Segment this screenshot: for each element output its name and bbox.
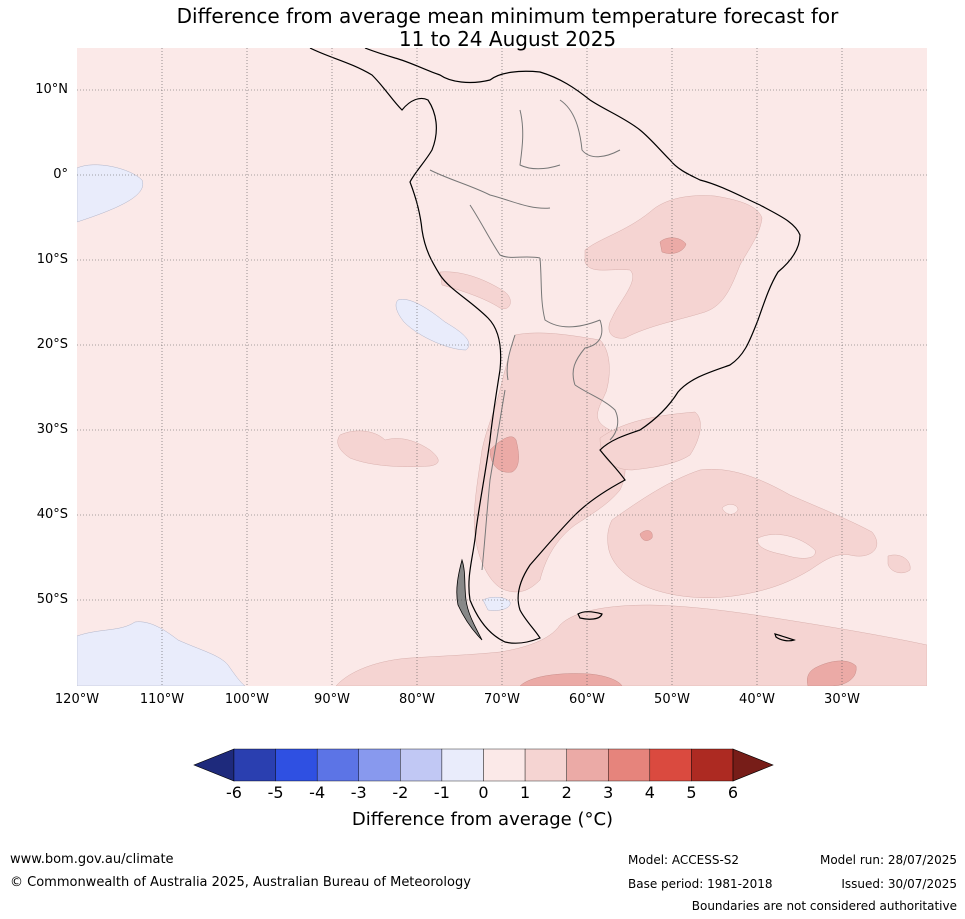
cool-region-equatorial-pacific (77, 164, 144, 223)
colorbar-extend-min (193, 748, 235, 782)
colorbar-bin (275, 748, 318, 782)
cool-region-south-pacific (77, 621, 246, 686)
base-period: Base period: 1981-2018 (628, 877, 773, 891)
colorbar-tick-label: 3 (603, 783, 614, 802)
lon-label: 40°W (739, 692, 775, 707)
south-america-coastline (309, 48, 801, 644)
colorbar-tick-label: -3 (350, 783, 367, 802)
map-title-line2: 11 to 24 August 2025 (398, 27, 617, 51)
lon-label: 80°W (399, 692, 435, 707)
colorbar (193, 748, 774, 782)
warm-region-brazil (584, 195, 763, 339)
graticule (77, 48, 927, 686)
colorbar-bin (441, 748, 484, 782)
colorbar-label: Difference from average (°C) (351, 809, 614, 830)
colorbar-bin (649, 748, 692, 782)
bom-url: www.bom.gov.au/climate (10, 852, 174, 867)
chile-archipelago (456, 558, 483, 641)
lon-label: 120°W (54, 692, 100, 707)
lon-label: 60°W (569, 692, 605, 707)
colorbar-bin (358, 748, 401, 782)
colorbar-tick-label: -6 (226, 783, 242, 802)
country-borders (429, 99, 621, 571)
colorbar-bin (400, 748, 443, 782)
south-georgia (774, 633, 796, 642)
colorbar-extend-max (732, 748, 774, 782)
colorbar-bin (316, 748, 359, 782)
colorbar-tick-label: 6 (727, 783, 739, 802)
neutral-hole-south-atlantic-1 (757, 534, 816, 559)
colorbar-tick-label: 2 (561, 783, 572, 802)
copyright-notice: © Commonwealth of Australia 2025, Austra… (10, 875, 471, 890)
warm-region-andes-north (439, 271, 511, 310)
warm-region-south-pacific (337, 430, 439, 467)
warm-region-central-south-america (473, 332, 626, 593)
lon-label: 50°W (654, 692, 690, 707)
cool-region-subtropical-pacific (395, 299, 470, 351)
colorbar-tick-label: -4 (309, 783, 326, 802)
colorbar-tick-label: 5 (686, 783, 697, 802)
warm-spot-south-atlantic (639, 530, 653, 541)
colorbar-tick-label: -5 (267, 783, 284, 802)
colorbar-tick-label: 0 (478, 783, 489, 802)
boundaries-disclaimer: Boundaries are not considered authoritat… (691, 899, 957, 913)
colorbar-tick-label: 1 (519, 783, 531, 802)
colorbar-bin (524, 748, 567, 782)
lat-label: 30°S (36, 422, 68, 437)
colorbar-tick-label: 4 (644, 783, 655, 802)
neutral-hole-south-atlantic-2 (721, 504, 739, 515)
map-title-line1: Difference from average mean minimum tem… (176, 4, 839, 28)
colorbar-bin (483, 748, 526, 782)
falkland-islands (577, 611, 603, 620)
cool-region-drake (482, 597, 511, 611)
lat-label: 0° (53, 167, 68, 182)
warm-region-south-atlantic-east (887, 554, 911, 574)
lat-label: 50°S (36, 592, 68, 607)
warm-spot-southern-ocean-west (519, 673, 623, 686)
warm-spot-brazil (659, 237, 687, 254)
lat-label: 40°S (36, 507, 68, 522)
colorbar-bin (691, 748, 734, 782)
warm-spot-southern-ocean-east (807, 660, 857, 686)
issued-date: Issued: 30/07/2025 (841, 877, 957, 891)
lon-label: 30°W (824, 692, 860, 707)
colorbar-bin (608, 748, 651, 782)
lon-label: 110°W (139, 692, 185, 707)
lat-label: 20°S (36, 337, 68, 352)
colorbar-tick-label: -2 (392, 783, 409, 802)
model-run-date: Model run: 28/07/2025 (819, 853, 957, 867)
colorbar-bin (566, 748, 609, 782)
warm-spot-argentina (489, 436, 519, 473)
lon-label: 70°W (484, 692, 520, 707)
warm-region-uruguay-coast (599, 411, 701, 471)
colorbar-tick-label: -1 (433, 783, 450, 802)
lat-label: 10°N (35, 82, 68, 97)
lon-label: 100°W (224, 692, 270, 707)
lat-label: 10°S (36, 252, 68, 267)
model-name: Model: ACCESS-S2 (628, 853, 740, 867)
lon-label: 90°W (314, 692, 350, 707)
colorbar-bin (233, 748, 276, 782)
warm-region-south-atlantic (607, 469, 878, 598)
